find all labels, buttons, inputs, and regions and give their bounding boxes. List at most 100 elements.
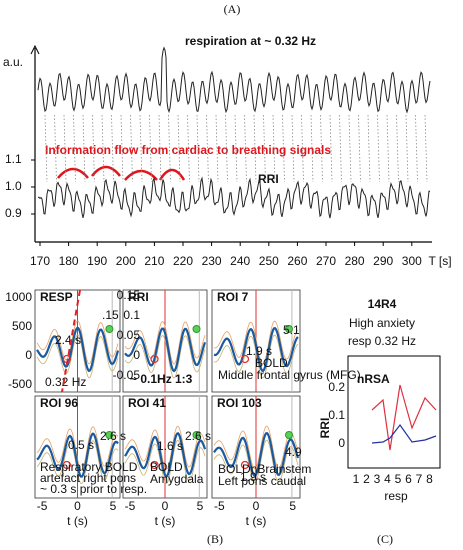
dotted-link <box>139 114 143 183</box>
dotted-link <box>234 114 238 183</box>
dotted-link <box>301 114 304 183</box>
dotted-link <box>101 114 105 183</box>
dotted-link <box>63 114 67 183</box>
dotted-link <box>206 114 209 183</box>
panel-label: (C) <box>377 532 393 546</box>
dotted-link <box>348 114 352 183</box>
mean-trace <box>36 432 119 478</box>
x-axis-label: t (s) <box>155 514 176 528</box>
annotation: 0.5 s <box>68 438 94 452</box>
max-marker <box>105 325 114 333</box>
mean-trace <box>213 326 299 373</box>
annotation: 4.9 <box>285 445 302 459</box>
mean-trace <box>124 327 207 373</box>
x-tick-label: 180 <box>59 254 79 268</box>
ci-upper <box>124 321 206 365</box>
dotted-link <box>92 114 95 183</box>
y-tick-label: 0.05 <box>117 328 141 342</box>
ci-upper <box>213 320 299 365</box>
subplot-title: ROI 103 <box>217 396 262 410</box>
inset-frame <box>347 355 441 469</box>
x-tick-label: 2 <box>363 472 370 486</box>
annotation: ~ 0.3 s prior to resp. <box>40 482 147 496</box>
dotted-link <box>339 114 342 183</box>
y-tick-label: -500 <box>8 377 32 391</box>
rri-trace <box>37 176 431 219</box>
y-axis-label: RRI <box>318 418 332 439</box>
dotted-link <box>291 114 295 183</box>
x-tick-label: 170 <box>30 254 50 268</box>
x-tick-label: 0 <box>74 499 81 513</box>
annotation: artefact right pons <box>40 471 136 485</box>
resp-dashed <box>61 289 81 393</box>
dotted-link <box>263 114 266 183</box>
dotted-link <box>282 114 285 183</box>
annotation: Amygdala <box>150 472 204 486</box>
dotted-link <box>149 114 152 183</box>
x-tick-label: 7 <box>416 472 423 486</box>
y-tick-label: 0.1 <box>328 408 345 422</box>
dotted-link <box>54 114 57 183</box>
annotation: BOLDnBrainstem <box>218 462 311 476</box>
y-unit: a.u. <box>3 55 23 69</box>
x-tick-label: 4 <box>384 472 391 486</box>
ci-lower <box>124 439 206 484</box>
dotted-link <box>367 114 371 183</box>
dotted-link <box>120 114 124 183</box>
x-tick-label: 200 <box>116 254 136 268</box>
dotted-link <box>130 114 133 183</box>
blue-trace <box>371 423 437 444</box>
max-marker <box>285 431 293 439</box>
subplot-title: RRI <box>128 290 149 304</box>
min-marker <box>150 354 159 364</box>
x-tick-label: 0 <box>162 499 169 513</box>
x-tick-label: 230 <box>202 254 222 268</box>
ci-upper <box>213 425 299 470</box>
y-tick-label: -0.05 <box>113 368 141 382</box>
annotation: 2.4 s <box>55 333 81 347</box>
subplot-title: ROI 7 <box>217 290 249 304</box>
ci-upper <box>36 320 119 365</box>
x-tick-label: 280 <box>345 254 365 268</box>
panel-label: (A) <box>224 2 241 16</box>
y-tick-label: 0.9 <box>5 206 22 220</box>
x-tick-label: -5 <box>125 499 136 513</box>
ci-lower <box>36 334 119 379</box>
dotted-link <box>73 114 76 183</box>
dotted-link <box>253 114 257 183</box>
dotted-link <box>415 114 418 183</box>
x-tick-label: 5 <box>197 499 204 513</box>
annotation: 1.6 s <box>157 439 183 453</box>
annotation: Respiratory BOLD <box>40 460 138 474</box>
dotted-link <box>272 114 276 183</box>
max-marker <box>285 325 293 333</box>
subplot-title: ROI 96 <box>40 396 78 410</box>
dotted-link <box>377 114 380 183</box>
panel-label: (B) <box>207 532 223 546</box>
annotation: Left pons caudal <box>218 474 306 488</box>
ci-upper <box>124 425 206 470</box>
x-tick-label: 210 <box>144 254 164 268</box>
ci-lower <box>124 335 206 379</box>
x-axis-label: t (s) <box>246 514 267 528</box>
annotation: 1.9 s <box>246 344 272 358</box>
subtitle: resp 0.32 Hz <box>348 334 416 348</box>
x-axis-label: t (s) <box>67 514 88 528</box>
max-marker <box>192 431 201 439</box>
y-tick-label: 0.1 <box>123 308 140 322</box>
x-tick-label: 5 <box>395 472 402 486</box>
dotted-link <box>177 114 181 183</box>
ci-upper <box>36 426 119 471</box>
mean-trace <box>124 431 207 478</box>
y-tick-label: 500 <box>12 319 32 333</box>
x-tick-label: 240 <box>230 254 250 268</box>
mean-trace <box>213 431 300 478</box>
min-marker <box>62 460 72 470</box>
annotation: 5.1 <box>283 323 300 337</box>
x-tick-label: 250 <box>259 254 279 268</box>
dotted-link <box>244 114 247 183</box>
dotted-link <box>386 114 390 183</box>
caption: respiration at ~ 0.32 Hz <box>185 34 316 48</box>
dotted-link <box>158 114 162 183</box>
dotted-link <box>44 114 48 183</box>
